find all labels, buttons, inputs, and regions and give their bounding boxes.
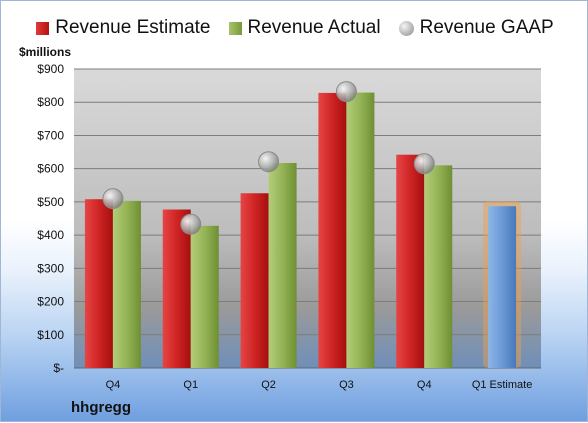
bars bbox=[84, 92, 522, 369]
x-tick-label: Q4 bbox=[106, 379, 121, 391]
revenue-gaap-marker bbox=[335, 81, 357, 103]
q1-estimate-bar bbox=[488, 206, 517, 368]
y-tick-label: $600 bbox=[37, 162, 64, 176]
legend-item-revenue-estimate: Revenue Estimate bbox=[36, 17, 211, 39]
y-tick-label: $700 bbox=[37, 128, 64, 142]
legend-label-revenue-estimate: Revenue Estimate bbox=[55, 17, 211, 38]
legend-item-revenue-gaap: Revenue GAAP bbox=[398, 17, 554, 39]
y-tick-label: $800 bbox=[37, 95, 64, 109]
legend-swatch-revenue-estimate bbox=[36, 21, 50, 35]
legend-label-revenue-actual: Revenue Actual bbox=[247, 17, 381, 38]
legend-swatch-revenue-actual bbox=[228, 21, 242, 35]
revenue-gaap-marker bbox=[413, 153, 435, 175]
y-axis-ticks: $- $100 $200 $300 $400 $500 $600 $700 $800 $900 bbox=[37, 62, 64, 375]
y-tick-label: $400 bbox=[37, 228, 64, 242]
legend-item-revenue-actual: Revenue Actual bbox=[228, 17, 381, 39]
x-tick-label: Q2 bbox=[261, 379, 276, 391]
revenue-estimate-bar bbox=[84, 199, 113, 368]
revenue-gaap-marker bbox=[180, 213, 202, 235]
revenue-gaap-marker bbox=[102, 188, 124, 210]
revenue-estimate-bar bbox=[396, 154, 425, 368]
revenue-actual-bar bbox=[190, 225, 219, 368]
y-tick-label: $500 bbox=[37, 195, 64, 209]
legend-swatch-revenue-gaap bbox=[398, 20, 414, 36]
revenue-estimate-bar bbox=[240, 193, 269, 368]
revenue-gaap-marker bbox=[258, 151, 280, 173]
revenue-actual-bar bbox=[346, 92, 375, 369]
gridlines bbox=[74, 68, 541, 369]
plot-area-background bbox=[74, 69, 541, 368]
chart-legend: Revenue Estimate Revenue Actual Revenue … bbox=[1, 17, 588, 39]
y-tick-label: $300 bbox=[37, 261, 64, 275]
legend-label-revenue-gaap: Revenue GAAP bbox=[419, 17, 554, 38]
y-tick-label: $- bbox=[53, 361, 64, 375]
revenue-estimate-bar bbox=[318, 92, 347, 369]
x-tick-label: Q4 bbox=[417, 379, 432, 391]
x-axis-ticks: Q4 Q1 Q2 Q3 Q4 Q1 Estimate bbox=[106, 379, 533, 391]
revenue-estimate-bar bbox=[162, 209, 191, 368]
revenue-actual-bar bbox=[112, 200, 141, 368]
x-tick-label: Q1 bbox=[183, 379, 198, 391]
revenue-actual-bar bbox=[268, 163, 297, 368]
revenue-actual-bar bbox=[424, 165, 453, 368]
y-tick-label: $100 bbox=[37, 328, 64, 342]
y-axis-unit-label: $millions bbox=[19, 45, 72, 59]
x-tick-label: Q1 Estimate bbox=[472, 379, 533, 391]
y-tick-label: $900 bbox=[37, 62, 64, 76]
x-tick-label: Q3 bbox=[339, 379, 354, 391]
gaap-markers bbox=[102, 81, 435, 235]
y-tick-label: $200 bbox=[37, 295, 64, 309]
company-name: hhgregg bbox=[71, 399, 131, 416]
